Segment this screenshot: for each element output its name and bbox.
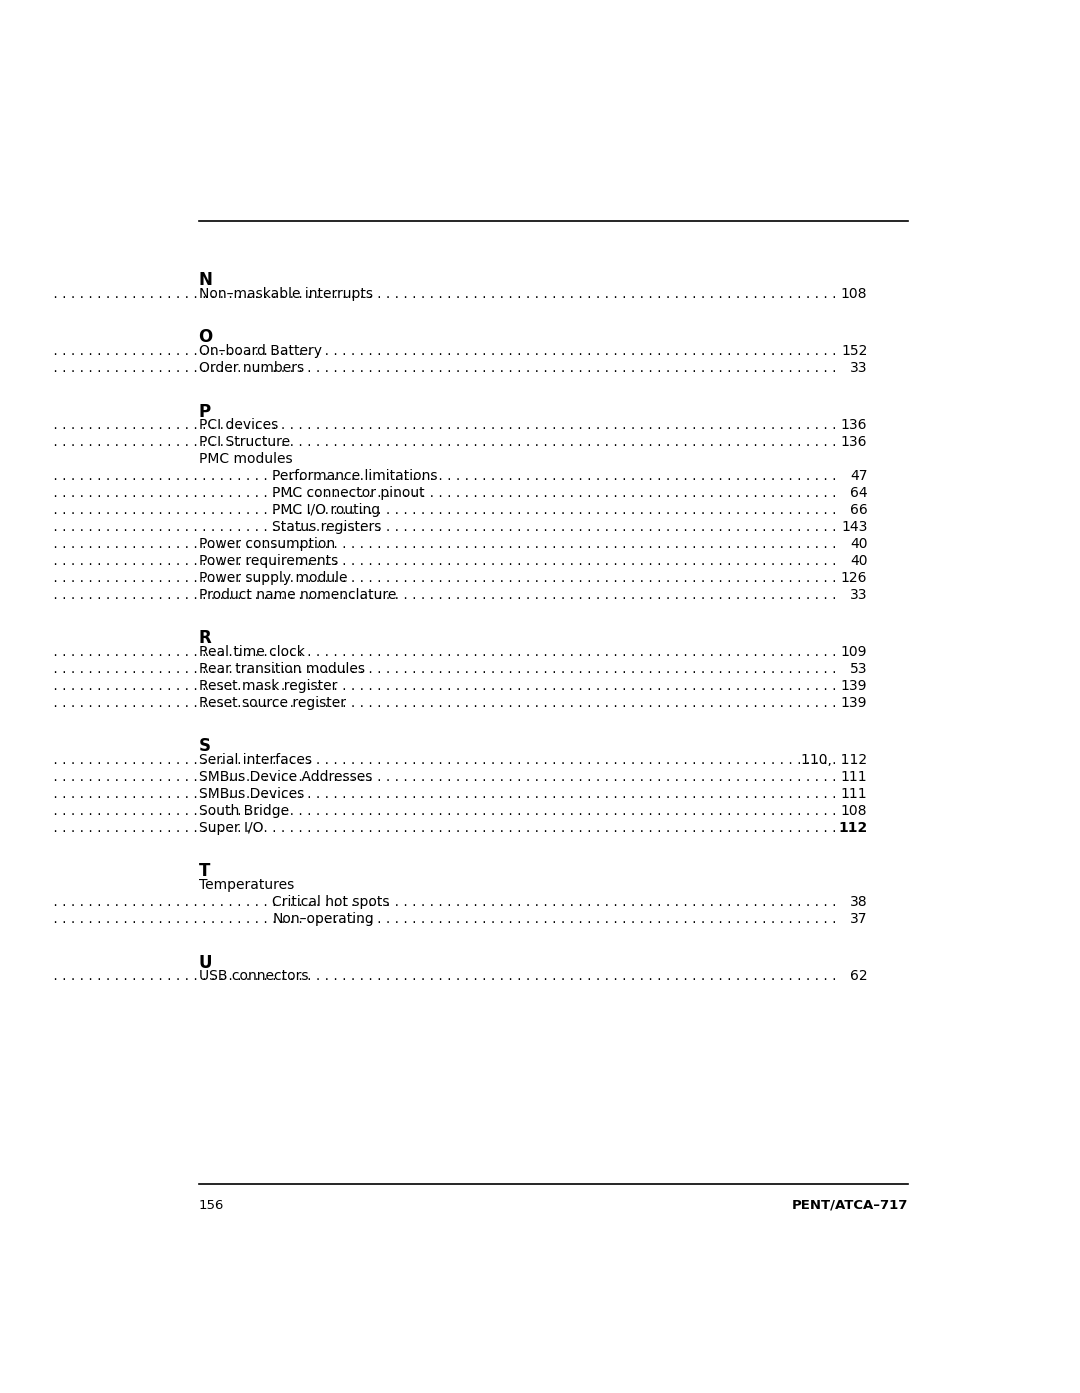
Text: 111: 111 xyxy=(840,787,867,801)
Text: . . . . . . . . . . . . . . . . . . . . . . . . . . . . . . . . . . . . . . . . : . . . . . . . . . . . . . . . . . . . . … xyxy=(49,662,836,676)
Text: . . . . . . . . . . . . . . . . . . . . . . . . . . . . . . . . . . . . . . . . : . . . . . . . . . . . . . . . . . . . . … xyxy=(49,770,836,784)
Text: Super I/O: Super I/O xyxy=(199,820,264,834)
Text: 126: 126 xyxy=(841,571,867,585)
Text: 37: 37 xyxy=(850,912,867,926)
Text: 109: 109 xyxy=(841,645,867,659)
Text: 47: 47 xyxy=(850,469,867,483)
Text: . . . . . . . . . . . . . . . . . . . . . . . . . . . . . . . . . . . . . . . . : . . . . . . . . . . . . . . . . . . . . … xyxy=(49,344,836,358)
Text: 143: 143 xyxy=(841,520,867,534)
Text: Non–operating: Non–operating xyxy=(272,912,374,926)
Text: PMC I/O routing: PMC I/O routing xyxy=(272,503,380,517)
Text: . . . . . . . . . . . . . . . . . . . . . . . . . . . . . . . . . . . . . . . . : . . . . . . . . . . . . . . . . . . . . … xyxy=(49,486,836,500)
Text: Performance limitations: Performance limitations xyxy=(272,469,437,483)
Text: 156: 156 xyxy=(199,1198,224,1212)
Text: . . . . . . . . . . . . . . . . . . . . . . . . . . . . . . . . . . . . . . . . : . . . . . . . . . . . . . . . . . . . . … xyxy=(49,588,836,602)
Text: 139: 139 xyxy=(841,696,867,710)
Text: P: P xyxy=(199,403,211,421)
Text: 110,  112: 110, 112 xyxy=(801,754,867,768)
Text: Critical hot spots: Critical hot spots xyxy=(272,896,390,910)
Text: 66: 66 xyxy=(850,503,867,517)
Text: 33: 33 xyxy=(850,361,867,375)
Text: . . . . . . . . . . . . . . . . . . . . . . . . . . . . . . . . . . . . . . . . : . . . . . . . . . . . . . . . . . . . . … xyxy=(49,503,836,517)
Text: . . . . . . . . . . . . . . . . . . . . . . . . . . . . . . . . . . . . . . . . : . . . . . . . . . . . . . . . . . . . . … xyxy=(49,804,836,818)
Text: PMC connector pinout: PMC connector pinout xyxy=(272,486,424,500)
Text: SMBus Devices: SMBus Devices xyxy=(199,787,303,801)
Text: 136: 136 xyxy=(841,435,867,450)
Text: . . . . . . . . . . . . . . . . . . . . . . . . . . . . . . . . . . . . . . . . : . . . . . . . . . . . . . . . . . . . . … xyxy=(49,754,836,768)
Text: 38: 38 xyxy=(850,896,867,910)
Text: USB connectors: USB connectors xyxy=(199,970,308,983)
Text: 136: 136 xyxy=(841,418,867,432)
Text: . . . . . . . . . . . . . . . . . . . . . . . . . . . . . . . . . . . . . . . . : . . . . . . . . . . . . . . . . . . . . … xyxy=(49,912,836,926)
Text: 152: 152 xyxy=(841,344,867,358)
Text: Order numbers: Order numbers xyxy=(199,361,303,375)
Text: 112: 112 xyxy=(838,820,867,834)
Text: . . . . . . . . . . . . . . . . . . . . . . . . . . . . . . . . . . . . . . . . : . . . . . . . . . . . . . . . . . . . . … xyxy=(49,571,836,585)
Text: 40: 40 xyxy=(850,554,867,568)
Text: . . . . . . . . . . . . . . . . . . . . . . . . . . . . . . . . . . . . . . . . : . . . . . . . . . . . . . . . . . . . . … xyxy=(49,970,836,983)
Text: . . . . . . . . . . . . . . . . . . . . . . . . . . . . . . . . . . . . . . . . : . . . . . . . . . . . . . . . . . . . . … xyxy=(49,361,836,375)
Text: . . . . . . . . . . . . . . . . . . . . . . . . . . . . . . . . . . . . . . . . : . . . . . . . . . . . . . . . . . . . . … xyxy=(49,469,836,483)
Text: . . . . . . . . . . . . . . . . . . . . . . . . . . . . . . . . . . . . . . . . : . . . . . . . . . . . . . . . . . . . . … xyxy=(49,536,836,550)
Text: . . . . . . . . . . . . . . . . . . . . . . . . . . . . . . . . . . . . . . . . : . . . . . . . . . . . . . . . . . . . . … xyxy=(49,435,836,450)
Text: . . . . . . . . . . . . . . . . . . . . . . . . . . . . . . . . . . . . . . . . : . . . . . . . . . . . . . . . . . . . . … xyxy=(49,554,836,568)
Text: PENT/ATCA–717: PENT/ATCA–717 xyxy=(792,1198,908,1212)
Text: PMC modules: PMC modules xyxy=(199,453,293,467)
Text: Power supply module: Power supply module xyxy=(199,571,347,585)
Text: Product name nomenclature: Product name nomenclature xyxy=(199,588,396,602)
Text: Serial interfaces: Serial interfaces xyxy=(199,754,311,768)
Text: Power requirements: Power requirements xyxy=(199,554,338,568)
Text: . . . . . . . . . . . . . . . . . . . . . . . . . . . . . . . . . . . . . . . . : . . . . . . . . . . . . . . . . . . . . … xyxy=(49,787,836,801)
Text: . . . . . . . . . . . . . . . . . . . . . . . . . . . . . . . . . . . . . . . . : . . . . . . . . . . . . . . . . . . . . … xyxy=(49,696,836,710)
Text: . . . . . . . . . . . . . . . . . . . . . . . . . . . . . . . . . . . . . . . . : . . . . . . . . . . . . . . . . . . . . … xyxy=(49,645,836,659)
Text: Status registers: Status registers xyxy=(272,520,381,534)
Text: Power consumption: Power consumption xyxy=(199,536,335,550)
Text: . . . . . . . . . . . . . . . . . . . . . . . . . . . . . . . . . . . . . . . . : . . . . . . . . . . . . . . . . . . . . … xyxy=(49,896,836,910)
Text: T: T xyxy=(199,862,210,880)
Text: 53: 53 xyxy=(850,662,867,676)
Text: . . . . . . . . . . . . . . . . . . . . . . . . . . . . . . . . . . . . . . . . : . . . . . . . . . . . . . . . . . . . . … xyxy=(49,418,836,432)
Text: Non–maskable interrupts: Non–maskable interrupts xyxy=(199,287,373,301)
Text: PCI Structure: PCI Structure xyxy=(199,435,289,450)
Text: 62: 62 xyxy=(850,970,867,983)
Text: Temperatures: Temperatures xyxy=(199,878,294,892)
Text: R: R xyxy=(199,630,212,648)
Text: Reset source register: Reset source register xyxy=(199,696,346,710)
Text: . . . . . . . . . . . . . . . . . . . . . . . . . . . . . . . . . . . . . . . . : . . . . . . . . . . . . . . . . . . . . … xyxy=(49,678,836,692)
Text: N: N xyxy=(199,272,213,290)
Text: 64: 64 xyxy=(850,486,867,500)
Text: 33: 33 xyxy=(850,588,867,602)
Text: O: O xyxy=(199,329,213,347)
Text: . . . . . . . . . . . . . . . . . . . . . . . . . . . . . . . . . . . . . . . . : . . . . . . . . . . . . . . . . . . . . … xyxy=(49,820,836,834)
Text: Rear transition modules: Rear transition modules xyxy=(199,662,365,676)
Text: 111: 111 xyxy=(840,770,867,784)
Text: South Bridge: South Bridge xyxy=(199,804,288,818)
Text: . . . . . . . . . . . . . . . . . . . . . . . . . . . . . . . . . . . . . . . . : . . . . . . . . . . . . . . . . . . . . … xyxy=(49,520,836,534)
Text: SMBus Device Addresses: SMBus Device Addresses xyxy=(199,770,372,784)
Text: . . . . . . . . . . . . . . . . . . . . . . . . . . . . . . . . . . . . . . . . : . . . . . . . . . . . . . . . . . . . . … xyxy=(49,287,836,301)
Text: Reset mask register: Reset mask register xyxy=(199,678,337,692)
Text: U: U xyxy=(199,954,212,972)
Text: 108: 108 xyxy=(841,287,867,301)
Text: 139: 139 xyxy=(841,678,867,692)
Text: Real time clock: Real time clock xyxy=(199,645,305,659)
Text: 108: 108 xyxy=(841,804,867,818)
Text: On–board Battery: On–board Battery xyxy=(199,344,322,358)
Text: 40: 40 xyxy=(850,536,867,550)
Text: PCI devices: PCI devices xyxy=(199,418,278,432)
Text: S: S xyxy=(199,737,211,755)
